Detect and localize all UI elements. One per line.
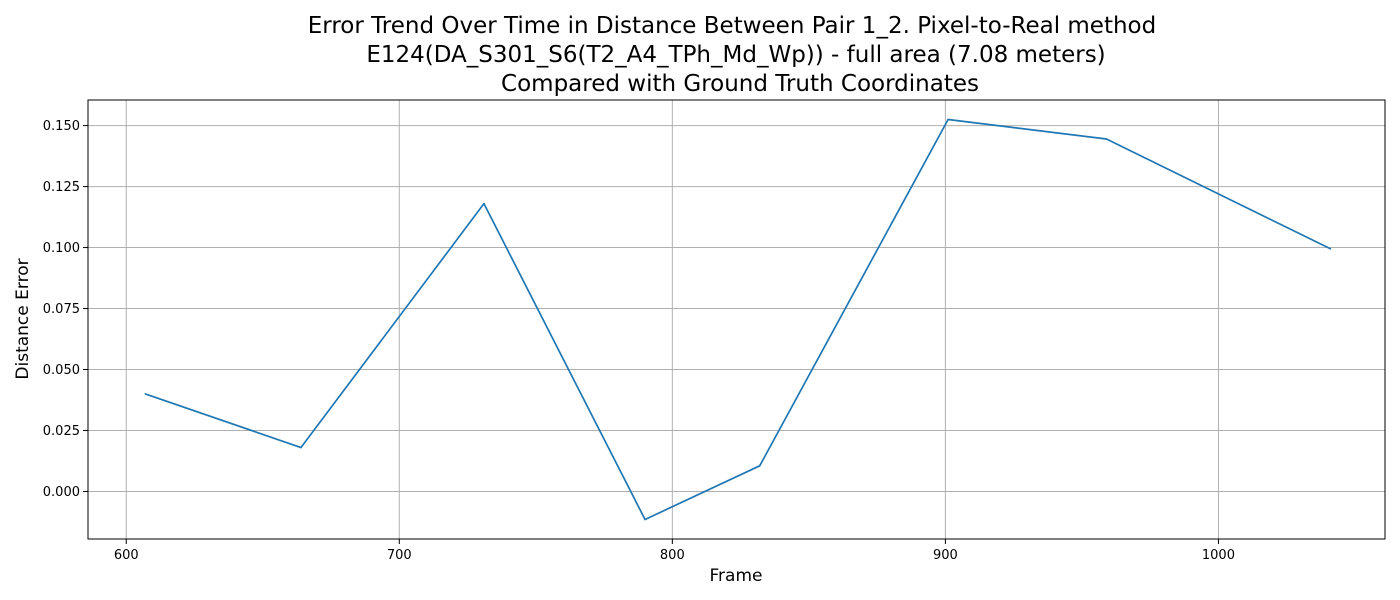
- x-tick-label: 900: [933, 548, 958, 563]
- y-tick-label: 0.025: [43, 424, 80, 439]
- title-line-1: Error Trend Over Time in Distance Betwee…: [308, 13, 1156, 39]
- data-point: [758, 465, 761, 467]
- y-tick-label: 0.100: [43, 241, 80, 256]
- title-line-2: E124(DA_S301_S6(T2_A4_TPh_Md_Wp)) - full…: [366, 42, 1105, 68]
- data-point: [1329, 247, 1332, 250]
- series-line: [145, 118, 1331, 521]
- x-tick-label: 1000: [1202, 548, 1235, 563]
- data-point: [483, 202, 485, 205]
- data-point: [947, 118, 949, 121]
- y-axis-label: Distance Error: [13, 258, 33, 379]
- y-tick-label: 0.050: [43, 363, 80, 378]
- x-tick-label: 700: [387, 548, 412, 563]
- data-point: [644, 518, 646, 521]
- x-tick-label: 600: [114, 548, 139, 563]
- y-axis-ticks: 0.000 0.025 0.050 0.075 0.100 0.125 0.150: [43, 119, 88, 500]
- data-point: [1105, 138, 1108, 140]
- y-tick-label: 0.125: [43, 180, 80, 195]
- x-axis-label: Frame: [710, 566, 763, 586]
- y-tick-label: 0.075: [43, 302, 80, 317]
- y-tick-label: 0.150: [43, 119, 80, 134]
- y-tick-label: 0.000: [43, 485, 80, 500]
- title-line-3: Compared with Ground Truth Coordinates: [501, 71, 979, 97]
- data-point: [300, 446, 302, 449]
- chart-title: Error Trend Over Time in Distance Betwee…: [308, 13, 1156, 97]
- x-axis-ticks: 600 700 800 900 1000: [114, 539, 1235, 563]
- data-point: [144, 393, 147, 395]
- series-group: [144, 118, 1332, 521]
- grid: [88, 100, 1385, 539]
- plot-area-frame: [87, 99, 1386, 540]
- x-tick-label: 800: [660, 548, 685, 563]
